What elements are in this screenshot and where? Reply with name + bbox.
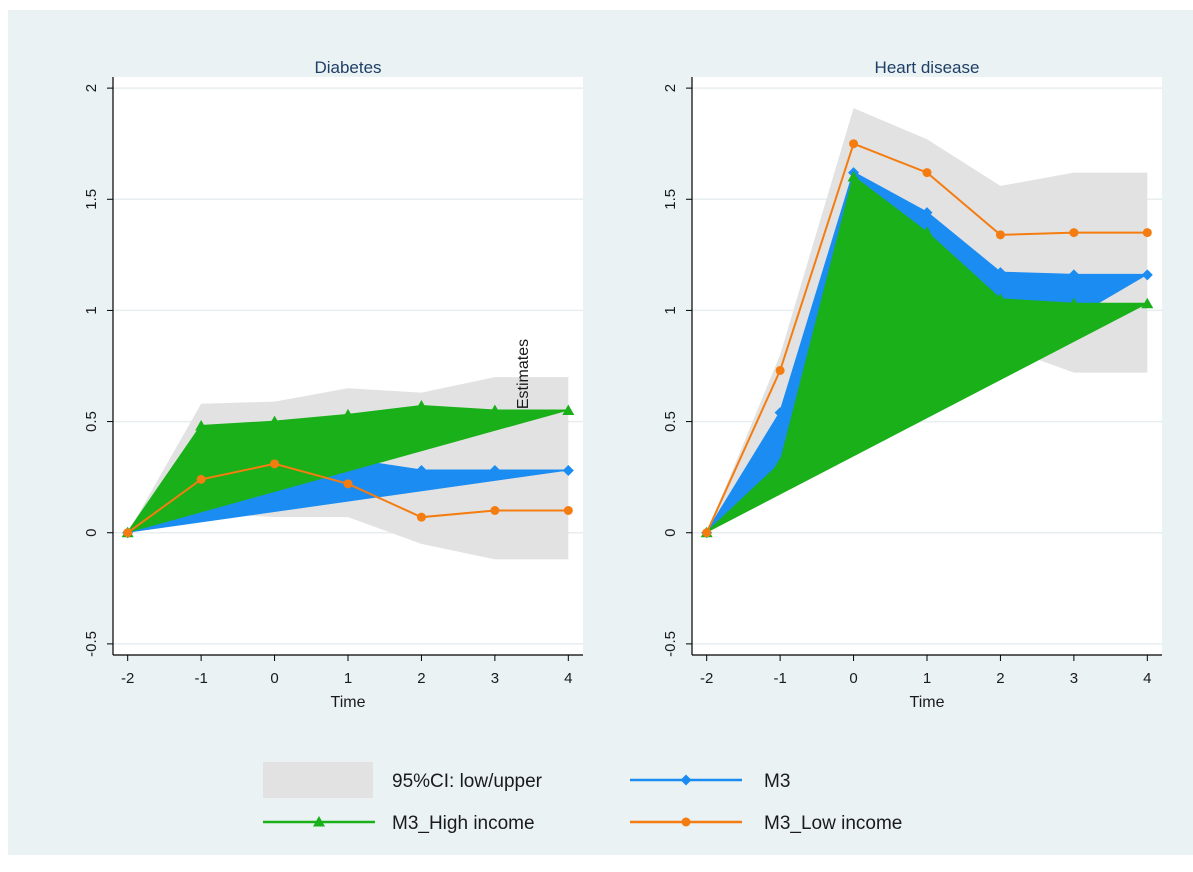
- panel-2-low-income-point: [775, 365, 785, 375]
- panel-1-high-income-point: [342, 408, 354, 420]
- panel-1-high-income-point: [268, 415, 281, 427]
- panels: -0.5 0 0.5 1 1.5 2 -2 -1 0 1 2 3 4 Diabetes Time -0.5 0 0…: [83, 58, 1162, 711]
- panel-2-x-tick-label: 2: [996, 670, 1004, 687]
- panel-1-high-income-point: [562, 404, 575, 415]
- panel-1-high-income-area: [127, 406, 569, 533]
- legend-key-marker: [681, 817, 691, 827]
- panel-2-x-tick-label: 3: [1070, 670, 1078, 687]
- panel-2-y-tick-label: -0.5: [662, 631, 679, 657]
- legend-key-marker: [313, 816, 325, 827]
- legend-label: M3_Low income: [764, 813, 902, 834]
- panel-1-title: Diabetes: [314, 58, 381, 77]
- panel-2-high-income-point: [774, 457, 787, 469]
- panel-2-ci-band: [706, 108, 1148, 533]
- panel-1-m3-point: [562, 464, 574, 476]
- panel-2-x-axis-title: Time: [910, 694, 945, 711]
- panel-1: -0.5 0 0.5 1 1.5 2 -2 -1 0 1 2 3 4 Diabetes Time: [83, 58, 583, 711]
- legend-item: 95%CI: low/upper: [263, 762, 543, 798]
- panel-2-m3-point: [921, 207, 933, 219]
- panel-1-m3-point: [489, 464, 501, 476]
- panel-1-y-tick-label: 2: [83, 84, 100, 92]
- panel-2-low-income-point: [702, 528, 712, 538]
- panel-1-low-income-point: [270, 459, 280, 469]
- legend-key-marker: [680, 774, 692, 786]
- panel-1-x-axis-title: Time: [331, 694, 366, 711]
- panel-2-x-tick-label: 0: [849, 670, 857, 687]
- panel-2-high-income-point: [847, 171, 860, 182]
- panel-2-high-income-area: [706, 177, 1148, 533]
- panel-1-high-income-point: [195, 420, 208, 431]
- panel-2-low-income-point: [995, 230, 1005, 240]
- legend-label: M3: [764, 771, 790, 792]
- panel-2-low-income-point: [922, 168, 932, 178]
- panel-2-title: Heart disease: [875, 58, 980, 77]
- panel-2-y-tick-label: 2: [662, 84, 679, 92]
- panel-1-high-income-point: [488, 404, 501, 415]
- panel-1-y-tick-label: 0: [83, 529, 100, 537]
- panel-2-x-tick-label: 1: [923, 670, 931, 687]
- legend-key-band: [263, 762, 373, 798]
- legend-item: M3: [630, 771, 790, 792]
- legend-label: 95%CI: low/upper: [392, 771, 543, 792]
- panel-1-y-tick-label: 1.5: [83, 189, 100, 210]
- panel-1-x-tick-label: 0: [270, 670, 278, 687]
- panel-1-x-tick-label: -1: [194, 670, 207, 687]
- panel-1-x-tick-label: 1: [344, 670, 352, 687]
- panel-2-m3-point: [994, 267, 1006, 279]
- panel-2-low-income-point: [849, 139, 859, 149]
- panel-1-y-tick-label: 0.5: [83, 411, 100, 432]
- panel-2-x-tick-label: -2: [700, 670, 713, 687]
- panel-1-low-income-point: [490, 506, 500, 515]
- panel-1-low-income-point: [416, 512, 426, 522]
- panel-2-high-income-point: [1067, 297, 1080, 309]
- panel-2-high-income-point: [994, 293, 1007, 304]
- panel-1-y-tick-label: -0.5: [83, 631, 100, 657]
- panel-1-x-tick-label: 4: [564, 670, 572, 687]
- panel-1-plot-area: [113, 77, 583, 655]
- panel-1-x-tick-label: 3: [491, 670, 499, 687]
- panel-1-y-tick-label: 1: [83, 306, 100, 314]
- legend-item: M3_High income: [263, 813, 535, 834]
- panel-1-x-tick-label: 2: [417, 670, 425, 687]
- panel-2-y-tick-label: 1: [662, 306, 679, 314]
- panel-2-x-tick-label: 4: [1143, 670, 1151, 687]
- y-axis-title: Estimates: [515, 339, 532, 409]
- panel-1-low-income-point: [123, 528, 133, 538]
- panel-2-y-tick-label: 0: [662, 529, 679, 537]
- panel-2-low-income-point: [1069, 228, 1079, 238]
- panel-1-low-income-point: [196, 474, 206, 484]
- panel-2: -0.5 0 0.5 1 1.5 2 -2 -1 0 1 2 3 4 Heart disease Time: [662, 58, 1162, 711]
- legend-item: M3_Low income: [630, 813, 902, 834]
- panel-2-high-income-point: [921, 226, 933, 238]
- panel-2-m3-point: [1141, 269, 1153, 281]
- panel-1-x-tick-label: -2: [121, 670, 134, 687]
- panel-2-y-tick-label: 1.5: [662, 189, 679, 210]
- panel-1-high-income-point: [415, 400, 428, 411]
- panel-2-high-income-point: [1141, 297, 1154, 309]
- panel-2-y-tick-label: 0.5: [662, 411, 679, 432]
- panel-2-m3-point: [1068, 269, 1080, 281]
- panel-1-low-income-point: [343, 479, 353, 489]
- panel-2-x-tick-label: -1: [773, 670, 786, 687]
- panel-1-m3-point: [415, 464, 427, 476]
- legend-label: M3_High income: [392, 813, 535, 834]
- panel-2-m3-point: [774, 407, 786, 419]
- panel-1-low-income-point: [563, 506, 573, 515]
- panel-2-low-income-point: [1142, 228, 1152, 238]
- legend: 95%CI: low/upper M3 M3_High income M3_Low i…: [263, 762, 902, 834]
